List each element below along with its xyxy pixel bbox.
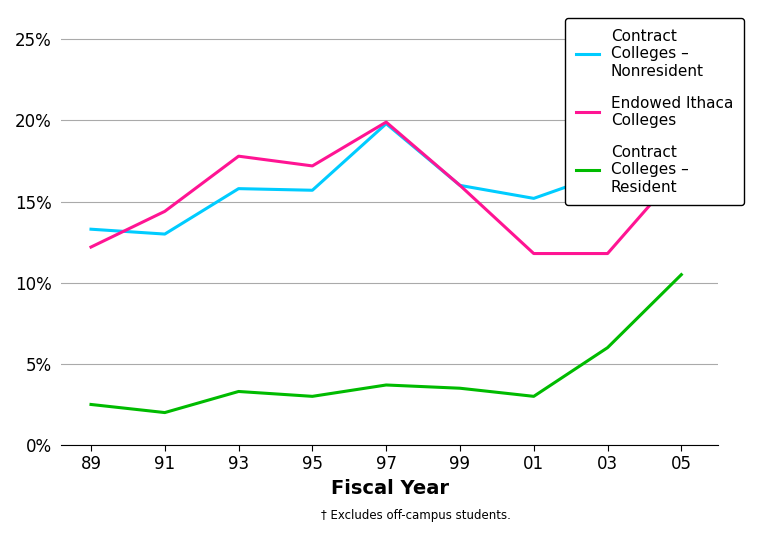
Legend: Contract
Colleges –
Nonresident, Endowed Ithaca
Colleges, Contract
Colleges –
Re: Contract Colleges – Nonresident, Endowed… [565,18,744,205]
X-axis label: Fiscal Year: Fiscal Year [331,479,449,498]
Text: † Excludes off-campus students.: † Excludes off-campus students. [321,509,511,522]
